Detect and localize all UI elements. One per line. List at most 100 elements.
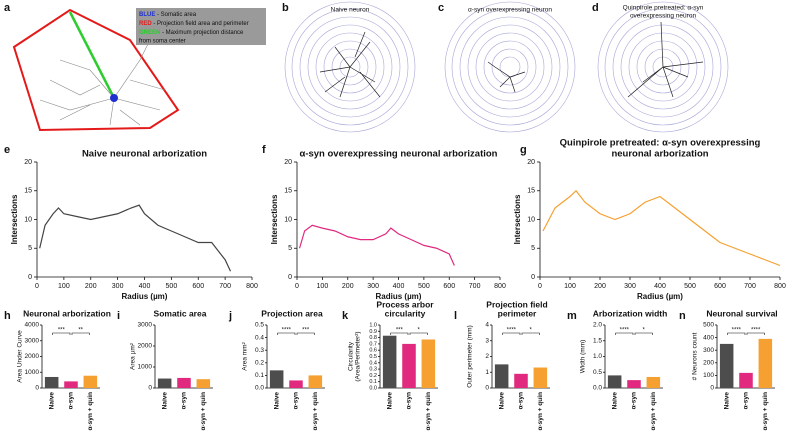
y-tick-label: 10 [284,216,292,223]
x-tick-label: 400 [139,283,151,290]
y-tick-label: 0 [531,274,535,281]
x-tick-label: 800 [246,283,258,290]
bar [719,343,734,388]
bar [514,373,528,388]
y-tick-label: 1 [485,369,489,376]
y-tick-label: 20 [24,159,32,166]
panel-letter: g [520,144,527,156]
x-tick-label: Naive [498,392,505,410]
significance-label: * [529,328,532,334]
y-tick-label: 0.2 [255,360,264,367]
y-axis-label: Intersections [270,194,279,244]
x-tick-label: 0 [35,283,39,290]
y-tick-label: 0.6 [369,348,377,354]
panel-letter: i [117,310,120,322]
y-tick-label: 300 [703,347,714,354]
panel-letter: h [4,310,11,322]
significance-bracket [52,332,71,335]
y-axis-label: Area Under Curve [17,330,24,383]
y-axis-label: Intersections [513,194,522,244]
significance-label: * [417,328,420,334]
panel-letter: m [567,310,577,322]
y-tick-label: 3 [485,337,489,344]
y-tick-label: 0.8 [369,335,377,341]
y-tick-label: 1.0 [369,322,377,328]
x-tick-label: Naive [386,392,393,410]
chart-title: perimeter [498,308,537,318]
axis [539,162,780,278]
y-axis-label: Circularity [348,341,355,371]
significance-label: *** [302,328,310,334]
bar [739,372,753,388]
chart-title: Quinpirole pretreated: α-syn overexpress… [560,138,761,149]
significance-bracket [277,332,296,335]
y-tick-label: 0 [710,385,714,392]
y-tick-label: 1000 [25,369,40,376]
bar [177,377,191,388]
y-tick-label: 0.0 [593,385,602,392]
x-tick-label: α-syn + quin [425,392,432,431]
x-tick-label: Naive [48,392,55,410]
y-tick-label: 0.4 [369,360,377,366]
x-tick-label: 600 [443,283,455,290]
axis [296,162,500,278]
x-axis-label: Radius (µm) [376,292,422,301]
bar [83,375,98,388]
bar [646,376,661,388]
y-tick-label: 0 [148,385,152,392]
y-tick-label: 0.9 [369,329,377,335]
significance-label: *** [396,328,404,334]
significance-label: * [642,328,645,334]
x-tick-label: 800 [494,283,506,290]
significance-label: **** [507,328,517,334]
y-tick-label: 0 [28,274,32,281]
x-tick-label: α-syn + quin [87,392,94,431]
y-tick-label: 1.5 [593,337,602,344]
x-tick-label: 700 [469,283,481,290]
x-tick-label: 200 [85,283,97,290]
bar [421,339,436,388]
x-tick-label: α-syn + quin [312,392,319,431]
x-tick-label: 700 [219,283,231,290]
bar [289,380,303,388]
x-tick-label: α-syn [68,392,75,409]
significance-bracket [71,332,90,335]
bar [382,335,397,388]
bar [627,380,641,388]
x-tick-label: 400 [654,283,666,290]
y-tick-label: 200 [703,360,714,367]
y-tick-label: 0.5 [593,369,602,376]
bar [758,338,773,388]
x-tick-label: α-syn + quin [650,392,657,431]
y-tick-label: 0.2 [369,373,377,379]
chart-title: Process arbor [376,299,434,309]
y-tick-label: 15 [24,188,32,195]
panel-letter: d [592,2,599,14]
panel-letter: a [4,2,11,14]
y-tick-label: 3000 [25,337,40,344]
y-tick-label: 10 [527,216,535,223]
legend-text: - Somatic area [155,12,196,18]
y-tick-label: 0 [35,385,39,392]
panel-letter: k [342,310,349,322]
x-tick-label: 500 [684,283,696,290]
legend-entry: BLUE - Somatic area [139,12,197,18]
x-tick-label: Naive [161,392,168,410]
chart-title: Somatic area [154,308,207,318]
chart-title: neuronal arborization [611,149,708,160]
x-tick-label: 500 [418,283,430,290]
significance-bracket [502,332,521,335]
x-tick-label: 0 [538,283,542,290]
chart-title: Projection field [486,299,547,309]
x-tick-label: α-syn [743,392,750,409]
significance-label: *** [58,328,66,334]
panel-letter: f [262,144,266,156]
significance-bracket [390,332,409,335]
y-axis-label: Width (mm) [580,340,587,374]
legend-entry: RED - Projection field area and perimete… [139,21,249,27]
significance-label: **** [732,328,742,334]
line [298,224,455,266]
x-tick-label: 300 [367,283,379,290]
y-tick-label: 15 [527,188,535,195]
y-axis-label: Area µm² [130,342,137,370]
